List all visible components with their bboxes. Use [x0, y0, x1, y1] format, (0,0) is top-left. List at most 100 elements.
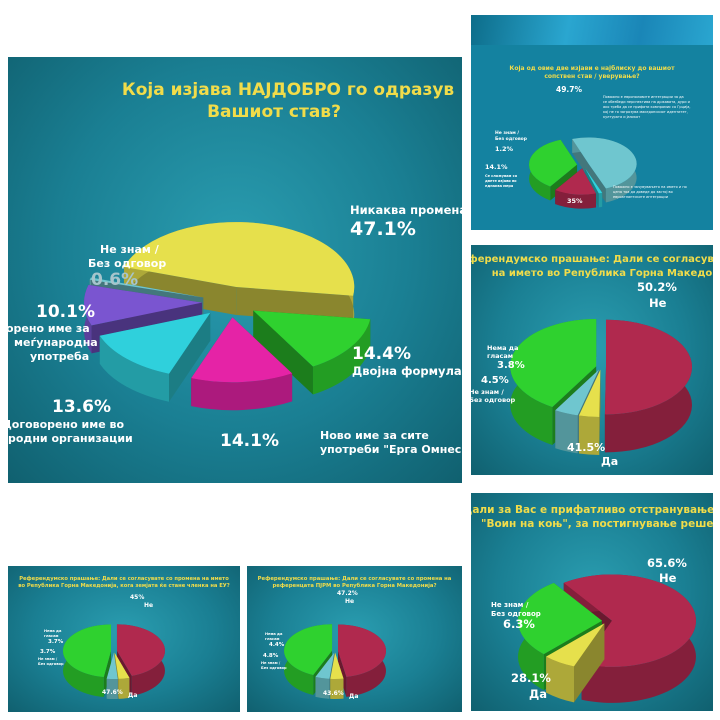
- bl2-title-line1: Референдумско прашање: Дали се согласува…: [257, 576, 452, 582]
- label-intl-line1: орено име за: [8, 322, 90, 335]
- mr-nema-value: 3.8%: [497, 360, 525, 371]
- tr-label-c-text: Се сложувам со двете изјави во еднаква м…: [485, 174, 517, 189]
- top-right-chart-panel: Која од овие две изјави е најблиску до в…: [471, 15, 713, 230]
- pie-slice-dogovoreno-ime: [99, 312, 211, 402]
- bottom-left-1-pie-chart: [63, 624, 165, 700]
- mr-ne-name: Не: [649, 296, 667, 310]
- pie-slice-erga-omnes: [191, 317, 293, 411]
- br-da-name: Да: [529, 687, 548, 701]
- top-right-title-line1: Која од овие две изјави е најблиску до в…: [509, 65, 675, 72]
- bottom-right-chart-panel: Дали за Вас е прифатливо отстранување на…: [471, 493, 713, 711]
- main-title-line2: Вашиот став?: [207, 102, 341, 122]
- tr-b-line2: Без одговор: [495, 137, 527, 142]
- bottom-right-pie-chart: [518, 574, 696, 703]
- bl2-da-value: 43.6%: [323, 690, 344, 697]
- bl2-ne-name: Не: [345, 598, 355, 605]
- tr-d-line2: цена тоа да доведе до застој во: [613, 190, 673, 194]
- bottom-left-2-chart-panel: Референдумско прашање: Дали се согласува…: [247, 566, 462, 712]
- bl2-nema-line1: Нема да: [265, 632, 283, 636]
- tr-label-b-name: Не знам / Без одговор: [495, 131, 527, 143]
- mid-right-chart-panel: еферендумско прашање: Дали се согласуват…: [471, 245, 713, 475]
- bl1-nema-name: Нема да гласам: [44, 629, 61, 638]
- br-title-line1: Дали за Вас е прифатливо отстранување на: [471, 504, 713, 516]
- label-nikakva-value: 47.1%: [350, 218, 416, 240]
- mr-nema-name: Нема да гласам: [487, 344, 518, 360]
- mr-nema-line1: Нема да: [487, 344, 519, 352]
- bl2-nema-name: Нема да гласам: [265, 632, 282, 641]
- bl2-nema-value: 4.4%: [269, 642, 285, 648]
- mr-dk-line1: Не знам /: [471, 388, 504, 396]
- br-ne-value: 65.6%: [647, 556, 687, 570]
- tr-label-d-value: 35%: [567, 197, 583, 205]
- label-dvojna-name: Двојна формула: [352, 364, 462, 378]
- tr-a-line4: кој не го загрозува македонскиот идентит…: [603, 110, 688, 114]
- top-right-chart-title: Која од овие две изјави е најблиску до в…: [471, 65, 713, 81]
- bl2-dk-value: 4.8%: [263, 653, 279, 659]
- mr-dk-line2: Без одговор: [471, 396, 516, 404]
- tr-b-line1: Не знам /: [495, 131, 520, 136]
- tr-a-line3: ако треба да се прифати компромис со Грц…: [603, 105, 691, 109]
- tr-a-line5: културата и јазикот: [603, 115, 641, 119]
- bl2-dk-name: Не знам / Без одговор: [261, 661, 287, 670]
- br-dk-name: Не знам / Без одговор: [491, 601, 541, 619]
- label-dogovoreno-line2: родни организации: [8, 432, 133, 445]
- mr-da-name: Да: [601, 455, 619, 468]
- bl1-dk-name: Не знам / Без одговор: [38, 657, 64, 666]
- label-dogovoreno-value: 13.6%: [52, 397, 111, 417]
- mr-title-line2: на името во Република Горна Македо: [491, 268, 713, 279]
- tr-d-line3: евроатлантските интеграции: [613, 195, 668, 199]
- bl1-nema-line1: Нема да: [44, 629, 62, 633]
- label-intl-line3: употреба: [30, 350, 90, 363]
- top-right-pie-chart: [529, 137, 637, 209]
- bl1-ne-name: Не: [144, 602, 154, 609]
- bottom-right-chart-title: Дали за Вас е прифатливо отстранување на…: [471, 503, 713, 531]
- main-title-line1: Која изјава НАЈДОБРО го одразув: [121, 80, 455, 100]
- pie-slice-a: [572, 137, 637, 203]
- tr-label-b-value: 1.2%: [495, 145, 514, 153]
- pie-slice-nema-da-glasam: [330, 652, 344, 700]
- label-neznam-line1: Не знам /: [100, 243, 159, 256]
- tr-label-a-value: 49.7%: [556, 85, 583, 94]
- label-dogovoreno-intl-value: 10.1%: [36, 302, 95, 322]
- mr-da-value: 41.5%: [567, 441, 606, 454]
- bl1-dk-line2: Без одговор: [38, 661, 64, 666]
- label-ergaomnes-line2: употреби "Ерга Омнес": [320, 443, 462, 456]
- top-right-banner: [471, 15, 713, 45]
- main-pie-chart: [84, 222, 371, 411]
- br-da-value: 28.1%: [511, 671, 551, 685]
- tr-label-c-value: 14.1%: [485, 163, 508, 171]
- bl2-ne-value: 47.2%: [337, 590, 358, 597]
- pie-slice-da: [63, 624, 112, 697]
- tr-c-line1: Се сложувам со: [485, 174, 518, 178]
- label-neznam-value: 0.6%: [91, 270, 139, 290]
- bottom-left-2-chart-title: Референдумско прашање: Дали се согласува…: [247, 576, 462, 590]
- tr-label-d-text: Поважно е зачувувањето на името и по цен…: [613, 185, 687, 200]
- tr-c-line3: еднаква мера: [485, 184, 514, 188]
- label-ergaomnes-name: Ново име за сите употреби "Ерга Омнес": [320, 429, 462, 457]
- label-intl-line2: меѓународна: [14, 336, 98, 349]
- bottom-left-1-chart-panel: Референдумско прашање: Дали се согласува…: [8, 566, 240, 712]
- label-dogovoreno-intl-name: орено име за меѓународна употреба: [8, 322, 98, 364]
- mr-nema-line2: гласам: [487, 352, 514, 360]
- bl1-title-line1: Референдумско прашање: Дали се согласува…: [19, 576, 229, 582]
- tr-a-line1: Поважно е европоловите интеграции за да: [603, 95, 684, 99]
- label-dogovoreno-line1: Договорено име во: [8, 418, 125, 431]
- main-chart-panel: Која изјава НАЈДОБРО го одразув Вашиот с…: [8, 57, 462, 483]
- tr-c-line2: двете изјави во: [485, 179, 517, 183]
- bl1-da-name: Да: [128, 692, 138, 699]
- bottom-left-2-pie-chart: [284, 624, 386, 700]
- br-ne-name: Не: [659, 571, 677, 585]
- mr-ne-value: 50.2%: [637, 280, 677, 294]
- mid-right-chart-title: еферендумско прашање: Дали се согласуват…: [471, 253, 713, 281]
- label-neznam-line2: Без одговор: [88, 257, 167, 270]
- label-ergaomnes-line1: Ново име за сите: [320, 429, 429, 442]
- pie-slice-nema-da-glasam: [578, 369, 601, 456]
- tr-a-line2: се обезбеди перспектива на државата, дур…: [603, 100, 690, 104]
- pie-slice-ne: [337, 624, 386, 697]
- pie-slice-ne: [604, 319, 692, 453]
- bl1-da-value: 47.6%: [102, 689, 123, 696]
- mr-dk-value: 4.5%: [481, 375, 509, 386]
- tr-label-a-text: Поважно е европоловите интеграции за да …: [603, 95, 690, 120]
- label-dvojna-value: 14.4%: [352, 344, 411, 364]
- bl2-title-line2: референцата ПЈРМ во Република Горна Маке…: [272, 583, 437, 589]
